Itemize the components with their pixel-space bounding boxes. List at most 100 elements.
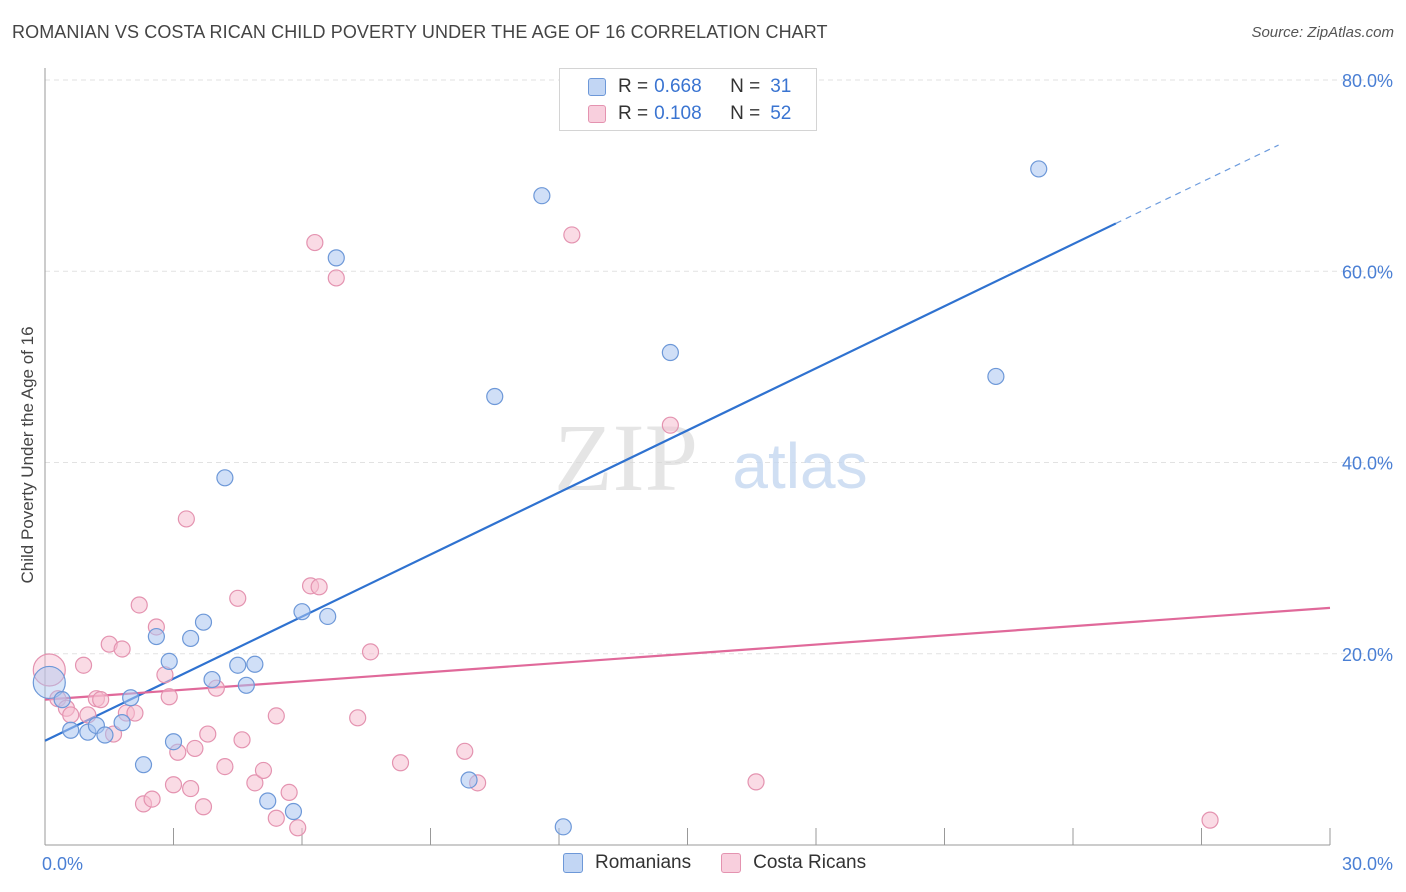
costa-rican-point xyxy=(267,707,285,725)
romanian-point xyxy=(486,387,504,406)
costa-rican-point xyxy=(92,691,110,709)
costa-rican-point xyxy=(32,653,66,687)
legend-swatch-romanians xyxy=(588,78,606,96)
legend-row-costa-ricans: R = 0.108 N = 52 xyxy=(588,102,791,126)
romanian-point xyxy=(62,721,80,739)
romanian-point xyxy=(113,713,131,732)
romanian-point xyxy=(1030,160,1048,178)
costa-rican-point xyxy=(229,589,247,607)
legend-swatch-costa-ricans xyxy=(588,105,606,123)
x-tick-label: 0.0% xyxy=(42,854,83,874)
romanian-point xyxy=(293,603,311,621)
romanian-point xyxy=(134,756,153,774)
costa-rican-point xyxy=(267,809,285,827)
legend-n-value: 52 xyxy=(770,103,792,124)
y-tick-label: 40.0% xyxy=(1342,454,1393,474)
legend-n-label: N = xyxy=(730,76,761,97)
costa-rican-point xyxy=(661,416,679,434)
legend-r-value: 0.108 xyxy=(654,103,702,124)
costa-rican-point xyxy=(310,578,328,596)
series-legend: Romanians Costa Ricans xyxy=(563,852,896,874)
legend-n-label: N = xyxy=(730,103,761,124)
gridlines xyxy=(45,79,1392,655)
romanian-point xyxy=(32,665,66,700)
legend-label-romanians: Romanians xyxy=(595,852,692,873)
legend-item-romanians[interactable]: Romanians xyxy=(563,852,691,874)
costa-rican-point xyxy=(456,742,474,760)
romanian-point xyxy=(216,469,234,487)
romanian-point xyxy=(284,802,303,821)
costa-rican-point xyxy=(246,774,264,792)
romanian-point xyxy=(237,676,255,694)
costa-rican-point xyxy=(160,688,178,706)
romanian-point xyxy=(460,771,478,789)
costa-rican-point xyxy=(361,643,380,661)
trend-line-romanians xyxy=(44,222,1117,742)
costa-rican-point xyxy=(306,233,324,252)
romanian-point xyxy=(229,656,247,674)
romanian-point xyxy=(182,629,200,648)
costa-rican-point xyxy=(164,776,183,794)
x-tick-label: 30.0% xyxy=(1342,854,1393,874)
watermark-atlas: atlas xyxy=(732,430,867,502)
watermark: ZIP atlas xyxy=(554,404,868,511)
romanian-point xyxy=(96,726,114,744)
legend-row-romanians: R = 0.668 N = 31 xyxy=(588,75,791,99)
romanian-point xyxy=(533,187,551,205)
costa-rican-point xyxy=(182,779,200,798)
romanian-point xyxy=(203,670,221,689)
trend-line-romanians-extension xyxy=(1115,144,1279,224)
legend-swatch-romanians xyxy=(563,853,583,873)
costa-rican-point xyxy=(349,709,367,727)
romanian-point xyxy=(327,249,345,267)
romanian-point xyxy=(147,627,165,646)
trend-line-costa-ricans xyxy=(44,606,1331,701)
legend-r-value: 0.668 xyxy=(654,76,702,97)
chart-title: ROMANIAN VS COSTA RICAN CHILD POVERTY UN… xyxy=(12,22,828,42)
romanian-point xyxy=(53,691,71,709)
romanian-point xyxy=(160,652,178,671)
romanian-point xyxy=(319,607,337,626)
costa-rican-point xyxy=(74,656,93,674)
costa-rican-point xyxy=(254,761,273,780)
legend-label-costa-ricans: Costa Ricans xyxy=(753,852,867,873)
costa-rican-point xyxy=(143,790,161,808)
costa-rican-point xyxy=(280,783,298,802)
costa-rican-point xyxy=(747,773,765,791)
romanian-point xyxy=(259,792,277,810)
costa-rican-point xyxy=(194,798,213,816)
costa-rican-point xyxy=(62,706,80,724)
legend-swatch-costa-ricans xyxy=(721,853,742,873)
romanian-point xyxy=(164,733,183,751)
tick-labels: 20.0% 40.0% 60.0% 80.0% 0.0% 30.0% xyxy=(42,71,1393,874)
romanian-point xyxy=(554,818,572,836)
costa-rican-point xyxy=(113,640,131,658)
y-tick-label: 20.0% xyxy=(1342,645,1393,665)
axes xyxy=(44,68,1331,846)
legend-item-costa-ricans[interactable]: Costa Ricans xyxy=(721,852,866,874)
romanian-point xyxy=(122,689,140,707)
data-points xyxy=(32,160,1219,837)
costa-rican-point xyxy=(391,754,410,772)
costa-rican-point xyxy=(1201,811,1219,829)
legend-n-value: 31 xyxy=(770,76,792,97)
legend-r-label: R = xyxy=(618,103,649,124)
romanian-point xyxy=(194,613,213,631)
romanian-point xyxy=(987,367,1005,386)
y-tick-label: 60.0% xyxy=(1342,262,1393,282)
costa-rican-point xyxy=(177,510,195,528)
costa-rican-point xyxy=(130,596,148,614)
costa-rican-point xyxy=(233,731,251,749)
costa-rican-point xyxy=(186,739,204,758)
trend-lines xyxy=(44,144,1331,742)
y-tick-label: 80.0% xyxy=(1342,71,1393,91)
romanian-point xyxy=(661,343,679,362)
stats-legend: R = 0.668 N = 31 R = 0.108 N = 52 xyxy=(559,68,817,131)
romanian-point xyxy=(246,655,264,673)
source-credit: Source: ZipAtlas.com xyxy=(1251,24,1394,41)
costa-rican-point xyxy=(563,226,581,244)
costa-rican-point xyxy=(199,725,217,743)
legend-r-label: R = xyxy=(618,76,649,97)
costa-rican-point xyxy=(216,757,234,776)
